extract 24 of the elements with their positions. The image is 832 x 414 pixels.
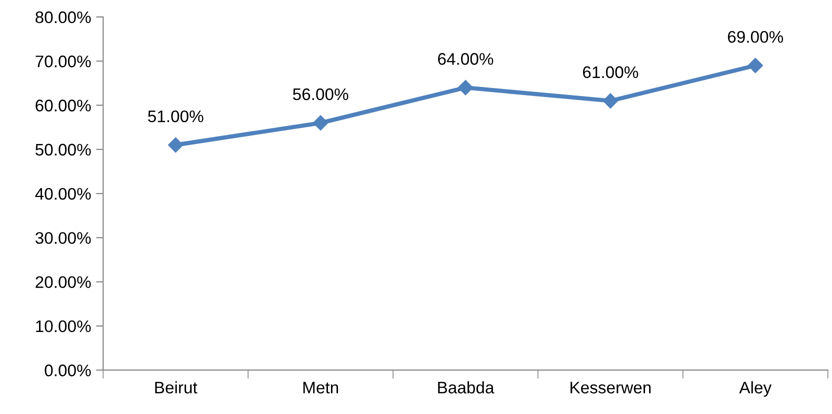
point [313, 115, 328, 130]
y-tick-label: 50.00% [36, 144, 91, 156]
x-tick-label: Kesserwen [570, 382, 651, 394]
data-label: 64.00% [438, 53, 494, 65]
y-tick-label: 60.00% [36, 100, 91, 112]
data-label: 56.00% [292, 88, 348, 100]
y-tick-label: 10.00% [36, 320, 91, 332]
point [458, 80, 474, 96]
data-label: 69.00% [728, 30, 784, 43]
data-label: 61.00% [583, 66, 638, 78]
x-tick-label: Baabda [438, 381, 494, 394]
point [748, 58, 763, 74]
point [602, 93, 618, 108]
y-tick-label: 70.00% [36, 56, 91, 68]
y-tick-label: 80.00% [36, 11, 91, 24]
data-label: 51.00% [148, 110, 204, 122]
x-tick-label: Aley [739, 381, 772, 397]
y-tick-label: 40.00% [35, 188, 91, 200]
y-tick-label: 0.00% [44, 364, 91, 376]
y-tick-label: 30.00% [35, 232, 91, 244]
y-tick-label: 20.00% [36, 276, 91, 288]
x-tick-label: Beirut [155, 381, 198, 394]
x-tick-label: Metn [303, 382, 338, 394]
point [168, 137, 184, 153]
